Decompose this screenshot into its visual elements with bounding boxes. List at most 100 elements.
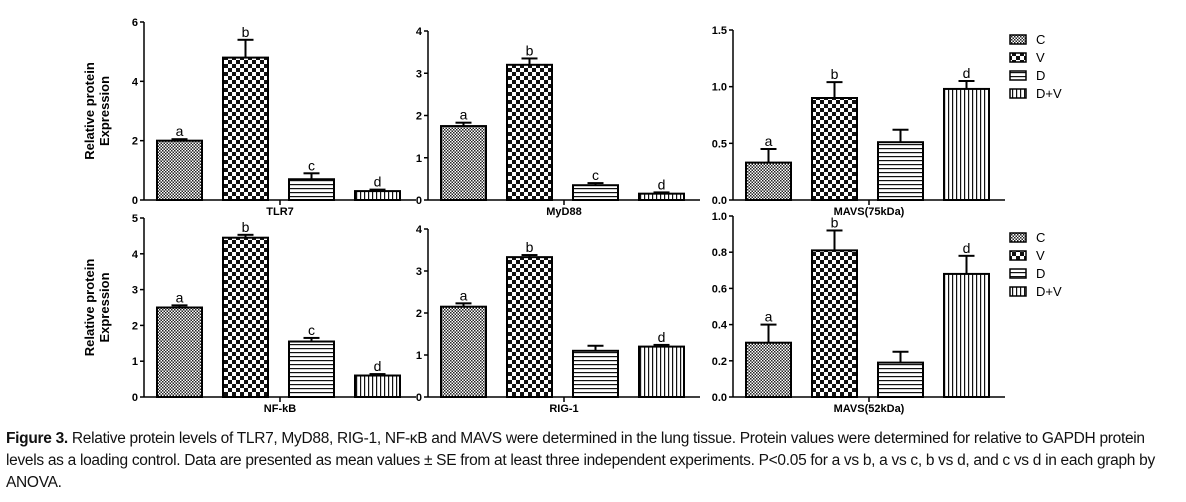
y-tick-label: 0.2: [712, 356, 727, 368]
significance-letter: b: [242, 219, 250, 235]
x-axis-title: MAVS(52kDa): [834, 403, 905, 415]
y-tick-label: 0.4: [712, 320, 728, 332]
significance-letter: a: [460, 107, 468, 123]
bar-d-v: [354, 374, 401, 398]
significance-letter: c: [308, 157, 315, 173]
y-tick-label: 0.0: [712, 195, 727, 207]
legend-swatch: [1009, 70, 1027, 81]
y-tick-label: 1: [416, 153, 422, 165]
significance-letter: a: [460, 287, 468, 303]
y-tick-label: 2: [132, 320, 138, 332]
bar-d-v: [638, 192, 685, 202]
legend-swatch: [1009, 250, 1027, 261]
significance-letter: a: [765, 133, 773, 149]
x-axis-title: TLR7: [266, 206, 294, 218]
bar-c: [745, 341, 792, 399]
y-tick-label: 0: [132, 195, 138, 207]
y-axis-title: Expression: [97, 272, 112, 342]
significance-letter: d: [658, 176, 666, 192]
bar-d: [572, 349, 619, 398]
legend-label: D+V: [1036, 86, 1062, 101]
bar-c: [156, 306, 203, 398]
caption-text: Relative protein levels of TLR7, MyD88, …: [6, 430, 1155, 491]
bar-d: [288, 340, 335, 399]
legend-swatch: [1009, 286, 1027, 297]
significance-letter: b: [526, 239, 534, 255]
significance-letter: d: [374, 174, 382, 190]
y-tick-label: 6: [132, 17, 138, 29]
x-axis-title: NF-kB: [264, 403, 296, 415]
x-axis-title: MyD88: [546, 206, 581, 218]
y-tick-label: 2: [416, 308, 422, 320]
significance-letter: b: [831, 66, 839, 82]
bar-v: [811, 249, 858, 398]
y-tick-label: 0.6: [712, 283, 727, 295]
legend-swatch: [1009, 268, 1027, 279]
significance-letter: c: [592, 167, 599, 183]
y-tick-label: 0.5: [712, 138, 727, 150]
y-axis-title: Expression: [97, 76, 112, 146]
significance-letter: d: [963, 240, 971, 256]
x-axis-title: MAVS(75kDa): [834, 206, 905, 218]
significance-letter: b: [831, 214, 839, 230]
legend-label: V: [1036, 50, 1045, 65]
y-tick-label: 0.0: [712, 392, 727, 404]
y-tick-label: 2: [132, 136, 138, 148]
significance-letter: d: [963, 65, 971, 81]
significance-letter: a: [765, 309, 773, 325]
legend-swatch: [1009, 88, 1027, 99]
bar-c: [156, 139, 203, 202]
y-tick-label: 1.0: [712, 211, 727, 223]
caption-label: Figure 3.: [6, 430, 68, 447]
legend-label: D+V: [1036, 284, 1062, 299]
y-axis-title: Relative protein: [82, 62, 97, 160]
y-tick-label: 4: [132, 249, 139, 261]
bar-v: [222, 56, 269, 201]
significance-letter: b: [526, 42, 534, 58]
legend-swatch: [1009, 34, 1027, 45]
bar-d: [877, 361, 924, 398]
bar-v: [811, 97, 858, 201]
bar-d-v: [638, 345, 685, 399]
bar-v: [506, 63, 553, 201]
y-axis-title: Relative protein: [82, 259, 97, 357]
y-tick-label: 1.0: [712, 82, 727, 94]
y-tick-label: 1: [416, 350, 422, 362]
y-tick-label: 0: [132, 392, 138, 404]
y-tick-label: 1.5: [712, 25, 727, 37]
bar-d-v: [943, 272, 990, 399]
bar-v: [222, 236, 269, 398]
significance-letter: b: [242, 24, 250, 40]
bar-d-v: [354, 190, 401, 202]
legend-label: C: [1036, 32, 1045, 47]
legend-swatch: [1009, 52, 1027, 63]
legend-label: V: [1036, 248, 1045, 263]
y-tick-label: 2: [416, 111, 422, 123]
figure-caption: Figure 3. Relative protein levels of TLR…: [6, 428, 1181, 494]
legend-label: D: [1036, 266, 1045, 281]
significance-letter: d: [658, 329, 666, 345]
y-tick-label: 3: [416, 266, 422, 278]
y-tick-label: 3: [132, 285, 138, 297]
bar-d: [572, 184, 619, 201]
legend-label: C: [1036, 230, 1045, 245]
bar-v: [506, 256, 553, 399]
bar-c: [745, 161, 792, 202]
bar-d: [288, 178, 335, 202]
y-tick-label: 0: [416, 392, 422, 404]
bar-c: [440, 305, 487, 399]
bar-d-v: [943, 87, 990, 201]
y-tick-label: 4: [132, 76, 139, 88]
y-tick-label: 4: [416, 26, 423, 38]
significance-letter: d: [374, 358, 382, 374]
legend-swatch: [1009, 232, 1027, 243]
bar-d: [877, 141, 924, 201]
y-tick-label: 3: [416, 68, 422, 80]
y-tick-label: 1: [132, 356, 138, 368]
significance-letter: c: [308, 322, 315, 338]
y-tick-label: 5: [132, 213, 138, 225]
y-tick-label: 0: [416, 195, 422, 207]
legend-label: D: [1036, 68, 1045, 83]
x-axis-title: RIG-1: [549, 403, 578, 415]
